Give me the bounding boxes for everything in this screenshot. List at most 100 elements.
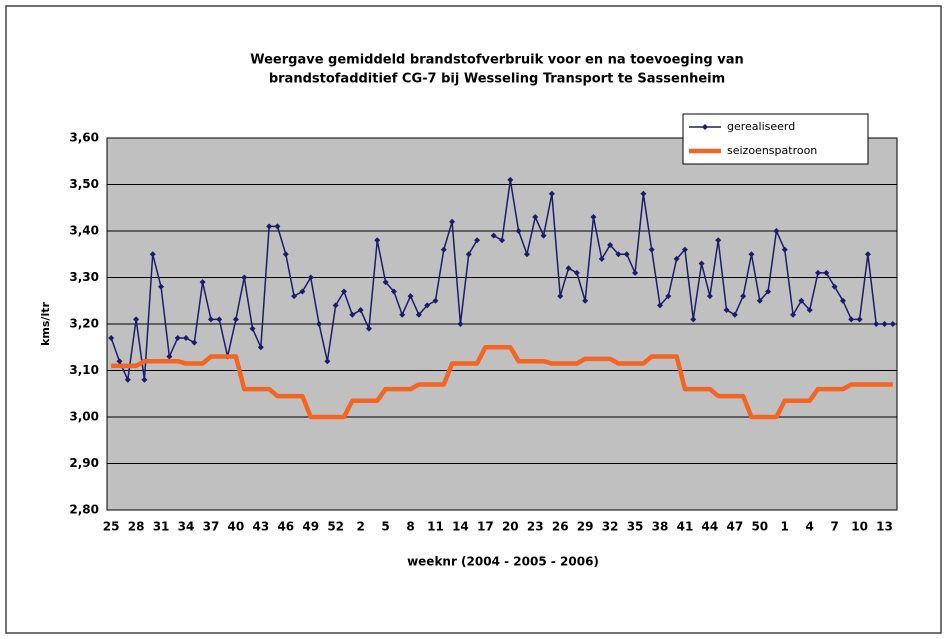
- marker: [357, 307, 364, 314]
- marker: [274, 223, 281, 230]
- marker: [540, 232, 547, 239]
- marker: [673, 255, 680, 262]
- x-tick-label: 49: [302, 520, 319, 534]
- x-tick-label: 50: [751, 520, 768, 534]
- marker: [839, 297, 846, 304]
- marker: [881, 321, 888, 327]
- marker: [823, 269, 830, 276]
- marker: [382, 279, 389, 286]
- y-tick-label: 3,10: [69, 363, 99, 377]
- x-tick-label: 41: [677, 520, 694, 534]
- marker: [623, 251, 630, 258]
- marker: [665, 293, 672, 300]
- marker: [324, 358, 331, 365]
- marker: [723, 307, 730, 314]
- marker: [249, 325, 256, 332]
- x-tick-label: 44: [702, 520, 719, 534]
- x-tick-label: 32: [602, 520, 619, 534]
- marker: [773, 228, 780, 234]
- marker: [415, 311, 422, 318]
- marker: [390, 288, 397, 295]
- marker: [765, 288, 772, 295]
- x-axis-label: weeknr (2004 - 2005 - 2006): [407, 555, 599, 569]
- marker: [349, 311, 356, 318]
- y-axis-label: kms/ltr: [39, 302, 52, 346]
- marker: [515, 228, 522, 234]
- marker: [149, 251, 156, 258]
- x-tick-label: 13: [876, 520, 893, 534]
- x-tick-label: 20: [502, 520, 519, 534]
- marker: [499, 237, 505, 244]
- marker: [299, 288, 306, 295]
- marker: [889, 321, 896, 327]
- y-tick-label: 2,90: [69, 456, 99, 470]
- marker: [282, 251, 289, 258]
- marker: [523, 251, 530, 258]
- marker: [316, 321, 323, 327]
- x-tick-label: 34: [178, 520, 195, 534]
- x-tick-label: 28: [128, 520, 145, 534]
- marker: [341, 288, 347, 295]
- marker: [216, 316, 223, 323]
- marker: [715, 237, 722, 244]
- marker: [166, 353, 173, 360]
- x-tick-label: 29: [577, 520, 594, 534]
- marker: [756, 297, 763, 304]
- marker: [698, 260, 705, 267]
- marker: [790, 311, 797, 318]
- legend-label: gerealiseerd: [727, 120, 795, 133]
- marker: [831, 283, 838, 290]
- marker: [806, 307, 813, 314]
- marker: [291, 293, 298, 300]
- marker: [490, 232, 497, 239]
- marker: [507, 176, 514, 183]
- marker: [191, 339, 198, 346]
- marker: [399, 311, 406, 318]
- y-tick-label: 3,50: [69, 177, 99, 191]
- x-tick-label: 10: [851, 520, 868, 534]
- x-tick-label: 37: [203, 520, 220, 534]
- marker: [407, 293, 414, 300]
- marker: [532, 214, 539, 221]
- marker: [557, 293, 564, 300]
- y-tick-label: 3,30: [69, 270, 99, 284]
- x-tick-label: 38: [652, 520, 669, 534]
- marker: [174, 334, 181, 341]
- x-tick-label: 5: [381, 520, 389, 534]
- marker: [748, 251, 755, 258]
- marker: [690, 316, 697, 323]
- x-tick-label: 17: [477, 520, 494, 534]
- marker: [474, 237, 481, 244]
- marker: [598, 255, 605, 262]
- marker: [108, 334, 115, 341]
- x-tick-label: 47: [726, 520, 743, 534]
- marker: [657, 302, 663, 309]
- chart-subtitle: brandstofadditief CG-7 bij Wesseling Tra…: [269, 72, 725, 87]
- marker: [307, 274, 314, 281]
- marker: [565, 265, 572, 272]
- x-tick-label: 40: [228, 520, 245, 534]
- marker: [374, 237, 381, 244]
- marker: [573, 269, 580, 276]
- legend-marker: [702, 124, 708, 130]
- marker: [873, 321, 880, 327]
- x-tick-label: 1: [781, 520, 789, 534]
- marker: [133, 316, 140, 323]
- y-tick-label: 3,40: [69, 224, 99, 238]
- y-tick-label: 3,60: [69, 131, 99, 145]
- marker: [332, 302, 339, 309]
- marker: [548, 190, 555, 197]
- marker: [432, 297, 439, 304]
- x-tick-label: 8: [406, 520, 414, 534]
- marker: [365, 325, 372, 332]
- marker: [615, 251, 622, 258]
- marker: [648, 246, 655, 253]
- chart-title: Weergave gemiddeld brandstofverbruik voo…: [250, 53, 744, 68]
- x-tick-label: 4: [806, 520, 814, 534]
- marker: [706, 293, 713, 300]
- x-tick-label: 11: [427, 520, 444, 534]
- marker: [449, 218, 456, 225]
- series-line: [111, 345, 893, 420]
- marker: [116, 358, 123, 365]
